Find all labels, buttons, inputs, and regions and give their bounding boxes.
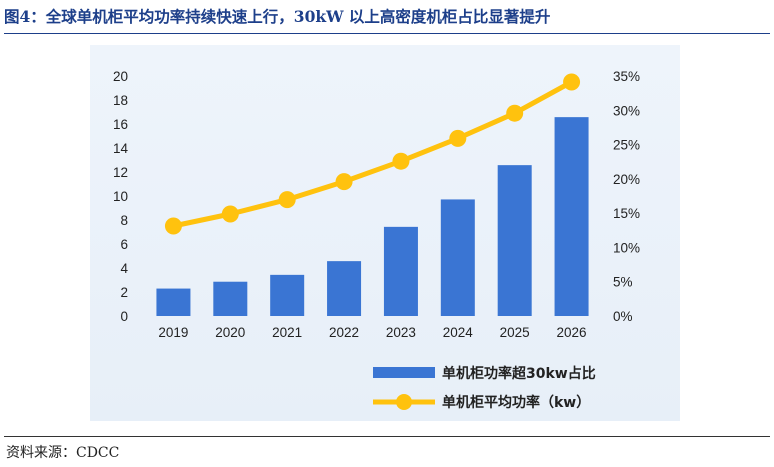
right-axis-tick-label: 35% (613, 69, 640, 84)
bar (497, 165, 532, 316)
left-axis-tick-label: 0 (120, 309, 128, 324)
x-axis-tick-label: 2020 (215, 325, 245, 340)
left-axis-tick-label: 16 (113, 117, 128, 132)
right-axis-tick-label: 0% (613, 309, 633, 324)
line-point (506, 104, 524, 122)
bar (440, 199, 475, 316)
left-axis-tick-label: 18 (113, 93, 128, 108)
title-rule (4, 33, 770, 34)
x-axis-tick-label: 2026 (557, 325, 587, 340)
legend-bar-label: 单机柜功率超30kw占比 (442, 365, 596, 382)
x-axis: 2019 2020 2021 2022 2023 2024 2025 2026 (158, 325, 586, 340)
x-axis-tick-label: 2023 (386, 325, 416, 340)
left-axis-tick-label: 10 (113, 189, 128, 204)
bar (554, 117, 589, 317)
line-point (449, 129, 467, 147)
left-axis-tick-label: 14 (113, 141, 129, 156)
line-point (221, 205, 239, 223)
bar-series (156, 117, 589, 317)
legend-line-label: 单机柜平均功率（kw） (442, 394, 590, 411)
left-axis-tick-label: 2 (120, 285, 128, 300)
bar (270, 274, 305, 316)
left-axis-tick-label: 6 (120, 237, 128, 252)
x-axis-tick-label: 2019 (158, 325, 188, 340)
series-line (172, 79, 573, 229)
figure-title: 图4：全球单机柜平均功率持续快速上行，30kW 以上高密度机柜占比显著提升 (4, 7, 551, 26)
right-axis-tick-label: 30% (613, 103, 640, 118)
left-axis-tick-label: 12 (113, 165, 128, 180)
line-point (563, 73, 581, 91)
right-axis-tick-label: 10% (613, 240, 640, 255)
combo-chart: 0 2 4 6 8 10 12 14 16 18 20 0% 5% 10% 15% 20% 25% 30% 35%… (113, 69, 640, 411)
bar (327, 261, 362, 316)
x-axis-tick-label: 2024 (443, 325, 474, 340)
line-point (278, 191, 296, 209)
x-axis-tick-label: 2022 (329, 325, 359, 340)
line-point (164, 217, 182, 235)
right-axis-tick-label: 15% (613, 206, 640, 221)
line-series (164, 73, 581, 235)
right-axis-tick-label: 5% (613, 275, 633, 290)
left-axis-tick-label: 4 (120, 261, 128, 276)
source-note: 资料来源：CDCC (6, 445, 120, 461)
left-axis-tick-label: 8 (120, 213, 128, 228)
x-axis-tick-label: 2025 (500, 325, 530, 340)
left-axis: 0 2 4 6 8 10 12 14 16 18 20 (113, 69, 129, 324)
right-axis: 0% 5% 10% 15% 20% 25% 30% 35% (613, 69, 640, 324)
chart-panel: 0 2 4 6 8 10 12 14 16 18 20 0% 5% 10% 15% 20% 25% 30% 35%… (90, 45, 680, 421)
x-axis-tick-label: 2021 (272, 325, 302, 340)
left-axis-tick-label: 20 (113, 69, 128, 84)
line-point (335, 173, 353, 191)
legend-line-marker (396, 394, 412, 410)
bar (156, 288, 191, 316)
line-point (392, 152, 410, 170)
bar (383, 226, 418, 316)
right-axis-tick-label: 25% (613, 138, 640, 153)
source-rule (4, 436, 770, 437)
right-axis-tick-label: 20% (613, 172, 640, 187)
legend-bar-swatch (373, 367, 435, 378)
bar (213, 281, 248, 316)
